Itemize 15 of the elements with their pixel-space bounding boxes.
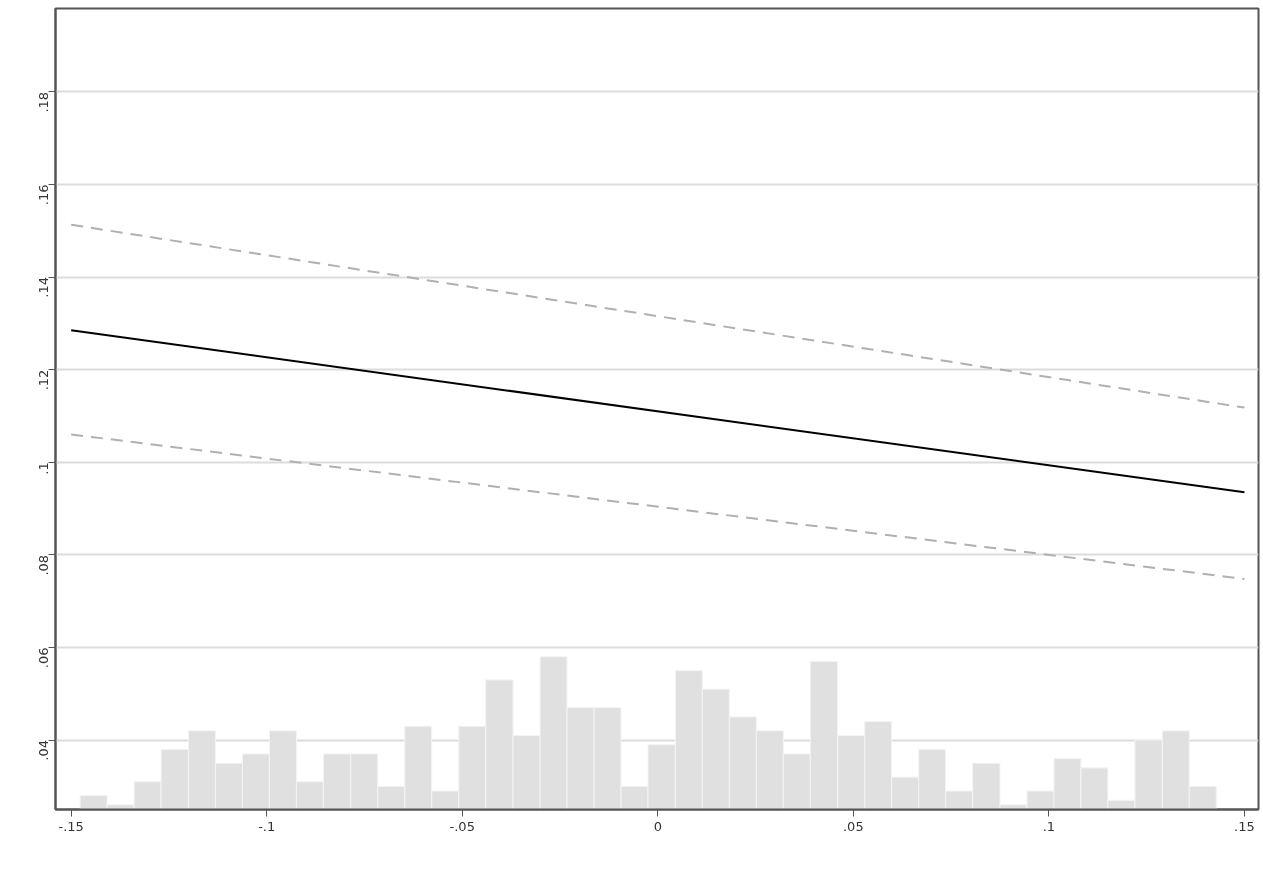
y-tick-label: .08 [36, 554, 51, 576]
x-tick-label: .15 [1234, 818, 1255, 834]
y-tick-label: .18 [36, 91, 51, 113]
y-tick-label: .14 [36, 277, 51, 298]
x-tick-label: 0 [653, 818, 662, 834]
y-tick-label: .1 [36, 462, 51, 475]
x-tick-label: .1 [1042, 818, 1056, 834]
y-tick-label: .06 [36, 647, 51, 669]
y-tick-label: .04 [36, 740, 51, 761]
y-tick-label: .12 [36, 369, 51, 391]
x-tick-label: -.05 [449, 818, 475, 834]
x-tick-label: .05 [842, 818, 864, 834]
x-tick-label: -.15 [58, 818, 84, 834]
y-tick-label: .16 [36, 184, 51, 206]
x-tick-label: -.1 [258, 818, 276, 834]
